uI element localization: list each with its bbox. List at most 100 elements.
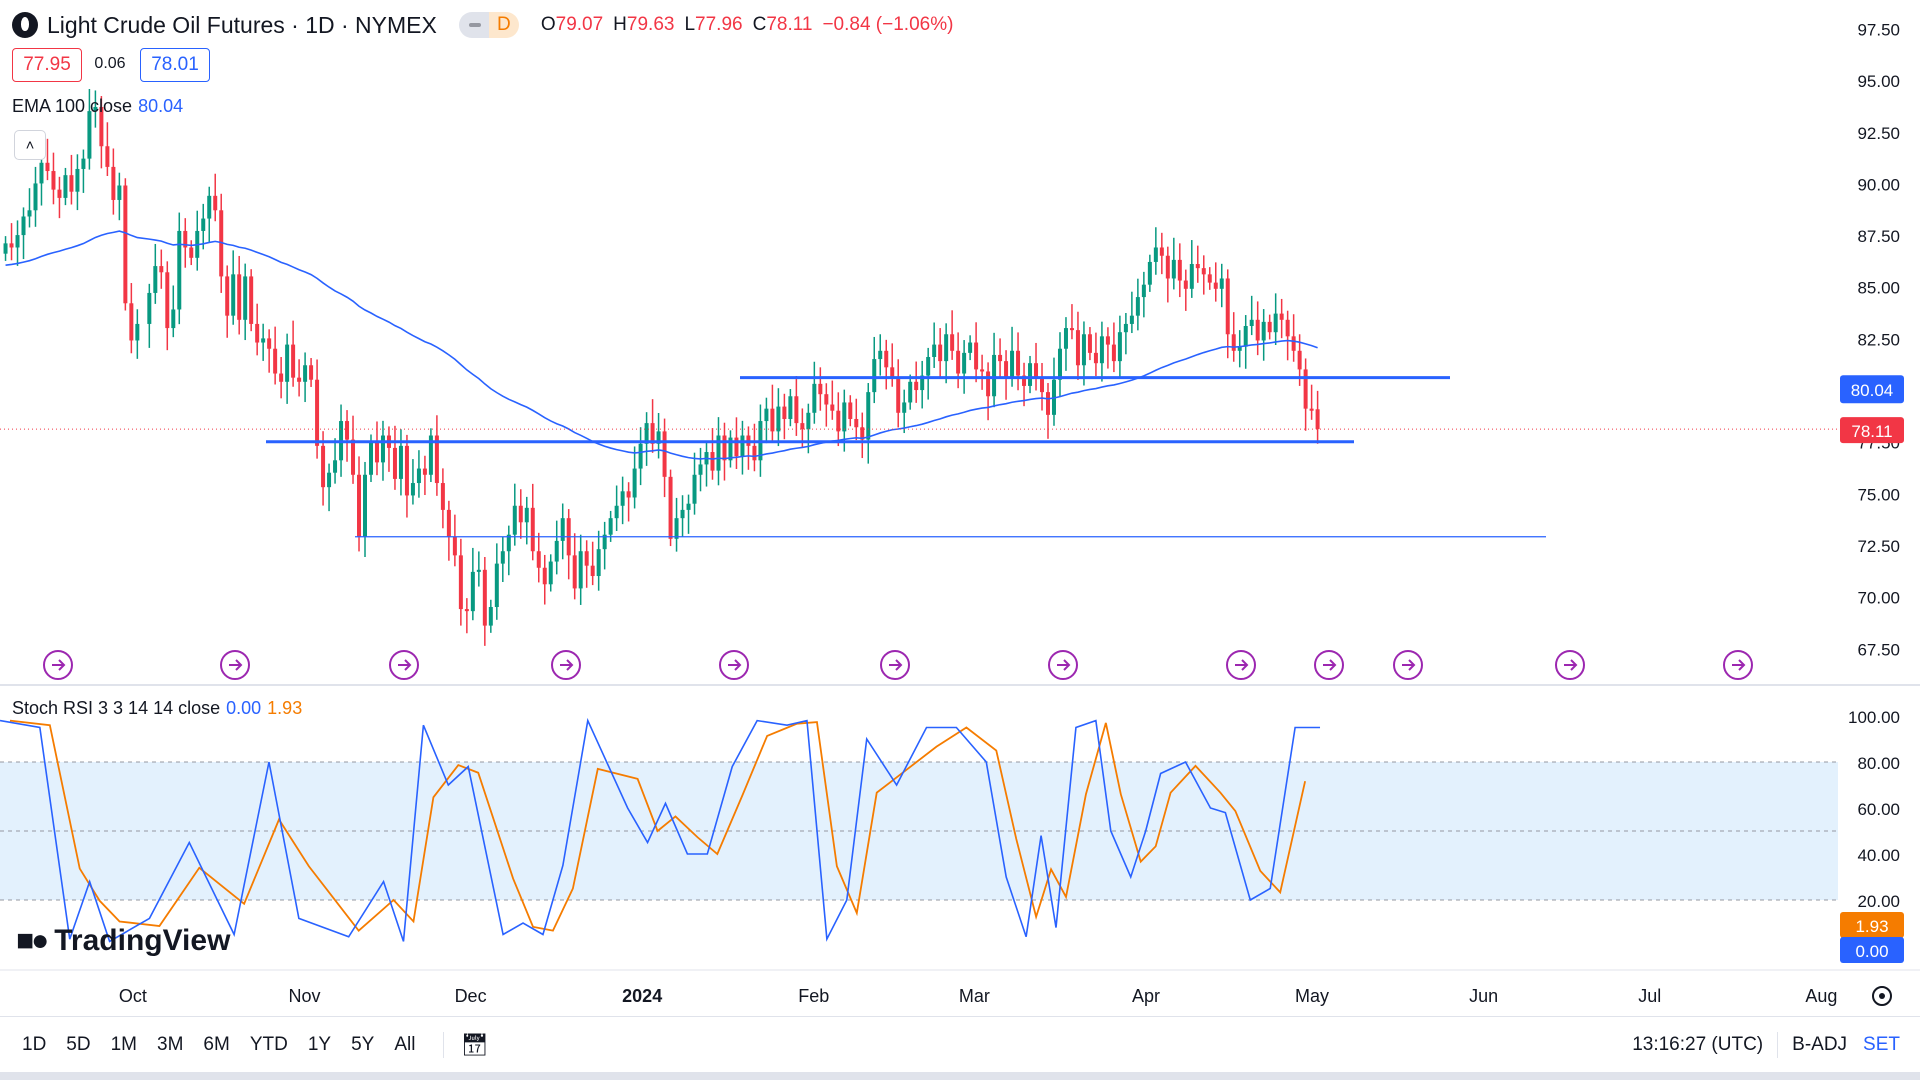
candle-body bbox=[267, 338, 272, 349]
symbol-title[interactable]: Light Crude Oil Futures · 1D · NYMEX bbox=[47, 11, 437, 38]
candle-body bbox=[207, 195, 212, 219]
candle-body bbox=[902, 402, 907, 413]
candle-body bbox=[93, 106, 98, 112]
range-all[interactable]: All bbox=[394, 1034, 416, 1055]
range-3m[interactable]: 3M bbox=[157, 1034, 184, 1055]
candle-body bbox=[1135, 297, 1140, 316]
range-ytd[interactable]: YTD bbox=[249, 1034, 288, 1055]
candle-body bbox=[686, 503, 691, 510]
spread-value: 0.06 bbox=[90, 48, 130, 80]
candle-body bbox=[1016, 350, 1021, 376]
candle-body bbox=[842, 402, 847, 432]
stoch-tick-label: 80.00 bbox=[1857, 754, 1900, 773]
ema-legend[interactable]: EMA 100 close 80.04 bbox=[12, 96, 183, 117]
candle-body bbox=[854, 418, 859, 428]
candle-body bbox=[165, 272, 170, 329]
candle-body bbox=[1261, 321, 1266, 341]
candle-body bbox=[1123, 323, 1128, 333]
candle-body bbox=[1081, 334, 1086, 366]
candle-body bbox=[39, 162, 44, 184]
range-1d[interactable]: 1D bbox=[22, 1034, 47, 1055]
adjustment-toggle[interactable]: B-ADJ bbox=[1792, 1034, 1848, 1055]
candle-body bbox=[327, 472, 332, 488]
candle-body bbox=[1201, 268, 1206, 275]
range-6m[interactable]: 6M bbox=[203, 1034, 230, 1055]
collapse-legend-button[interactable]: ˄ bbox=[14, 130, 46, 160]
candle-body bbox=[860, 427, 865, 440]
candle-body bbox=[1237, 346, 1242, 351]
candle-body bbox=[806, 412, 811, 430]
sell-price-button[interactable]: 77.95 bbox=[12, 48, 82, 82]
candle-body bbox=[590, 565, 595, 577]
stoch-k-tag bbox=[1840, 937, 1904, 963]
candle-body bbox=[1231, 334, 1236, 351]
open-label: O bbox=[540, 14, 556, 35]
last-price-tag-text: 78.11 bbox=[1851, 422, 1892, 441]
candle-body bbox=[410, 483, 415, 496]
calendar-goto-icon[interactable]: 📅︎ bbox=[443, 1032, 488, 1058]
stoch-tick-label: 60.00 bbox=[1857, 800, 1900, 819]
open-value: 79.07 bbox=[555, 14, 604, 35]
candle-body bbox=[315, 379, 320, 446]
candle-body bbox=[938, 344, 943, 362]
candle-body bbox=[1249, 319, 1254, 327]
candle-body bbox=[1105, 336, 1110, 345]
stoch-d-tag-text: 1.93 bbox=[1855, 917, 1888, 936]
candle-body bbox=[782, 406, 787, 419]
range-1m[interactable]: 1M bbox=[110, 1034, 137, 1055]
price-tick-label: 95.00 bbox=[1857, 72, 1900, 91]
time-tick-label: 2024 bbox=[622, 986, 662, 1006]
buy-price-button[interactable]: 78.01 bbox=[140, 48, 210, 82]
time-tick-label: Jun bbox=[1469, 986, 1498, 1006]
candle-body bbox=[201, 218, 206, 231]
candle-body bbox=[380, 435, 385, 463]
stoch-k-tag-text: 0.00 bbox=[1855, 942, 1888, 961]
candle-body bbox=[368, 441, 373, 475]
time-tick-label: Dec bbox=[455, 986, 487, 1006]
candle-body bbox=[818, 383, 823, 395]
candle-body bbox=[770, 408, 775, 432]
candle-body bbox=[446, 509, 451, 537]
candle-body bbox=[1183, 280, 1188, 289]
divider bbox=[1777, 1032, 1779, 1058]
session-toggle[interactable]: SET bbox=[1863, 1034, 1900, 1055]
candle-body bbox=[488, 607, 493, 626]
candle-body bbox=[303, 365, 308, 382]
stoch-rsi-legend[interactable]: Stoch RSI 3 3 14 14 close 0.00 1.93 bbox=[12, 698, 302, 719]
time-tick-label: Nov bbox=[288, 986, 320, 1006]
candle-body bbox=[1022, 375, 1027, 386]
candle-body bbox=[237, 274, 242, 320]
clock-time[interactable]: 13:16:27 (UTC) bbox=[1632, 1034, 1764, 1055]
tradingview-logo[interactable]: ■● TradingView bbox=[16, 924, 230, 958]
candle-body bbox=[500, 551, 505, 564]
candle-body bbox=[1117, 332, 1122, 362]
candle-body bbox=[668, 476, 673, 539]
candle-body bbox=[1147, 261, 1152, 285]
candle-body bbox=[1291, 336, 1296, 351]
candle-body bbox=[105, 146, 110, 167]
candle-body bbox=[1213, 282, 1218, 289]
candle-body bbox=[1129, 315, 1134, 324]
timeframe-badge[interactable]: D bbox=[458, 12, 519, 38]
candle-body bbox=[644, 423, 649, 444]
symbol-header[interactable]: Light Crude Oil Futures · 1D · NYMEX D O… bbox=[12, 8, 953, 42]
candle-body bbox=[351, 439, 356, 475]
candle-body bbox=[602, 534, 607, 550]
candle-body bbox=[1189, 264, 1194, 289]
candle-body bbox=[1285, 319, 1290, 337]
candle-body bbox=[956, 350, 961, 374]
candle-body bbox=[111, 166, 116, 200]
range-5y[interactable]: 5Y bbox=[351, 1034, 375, 1055]
candle-body bbox=[482, 569, 487, 626]
candle-body bbox=[476, 569, 481, 572]
candle-body bbox=[1219, 278, 1224, 289]
range-1y[interactable]: 1Y bbox=[307, 1034, 332, 1055]
range-5d[interactable]: 5D bbox=[66, 1034, 91, 1055]
candle-body bbox=[974, 342, 979, 370]
candle-body bbox=[986, 371, 991, 397]
time-tick-label: Oct bbox=[119, 986, 147, 1006]
candle-body bbox=[548, 561, 553, 585]
candle-body bbox=[554, 540, 559, 562]
candle-body bbox=[992, 354, 997, 397]
